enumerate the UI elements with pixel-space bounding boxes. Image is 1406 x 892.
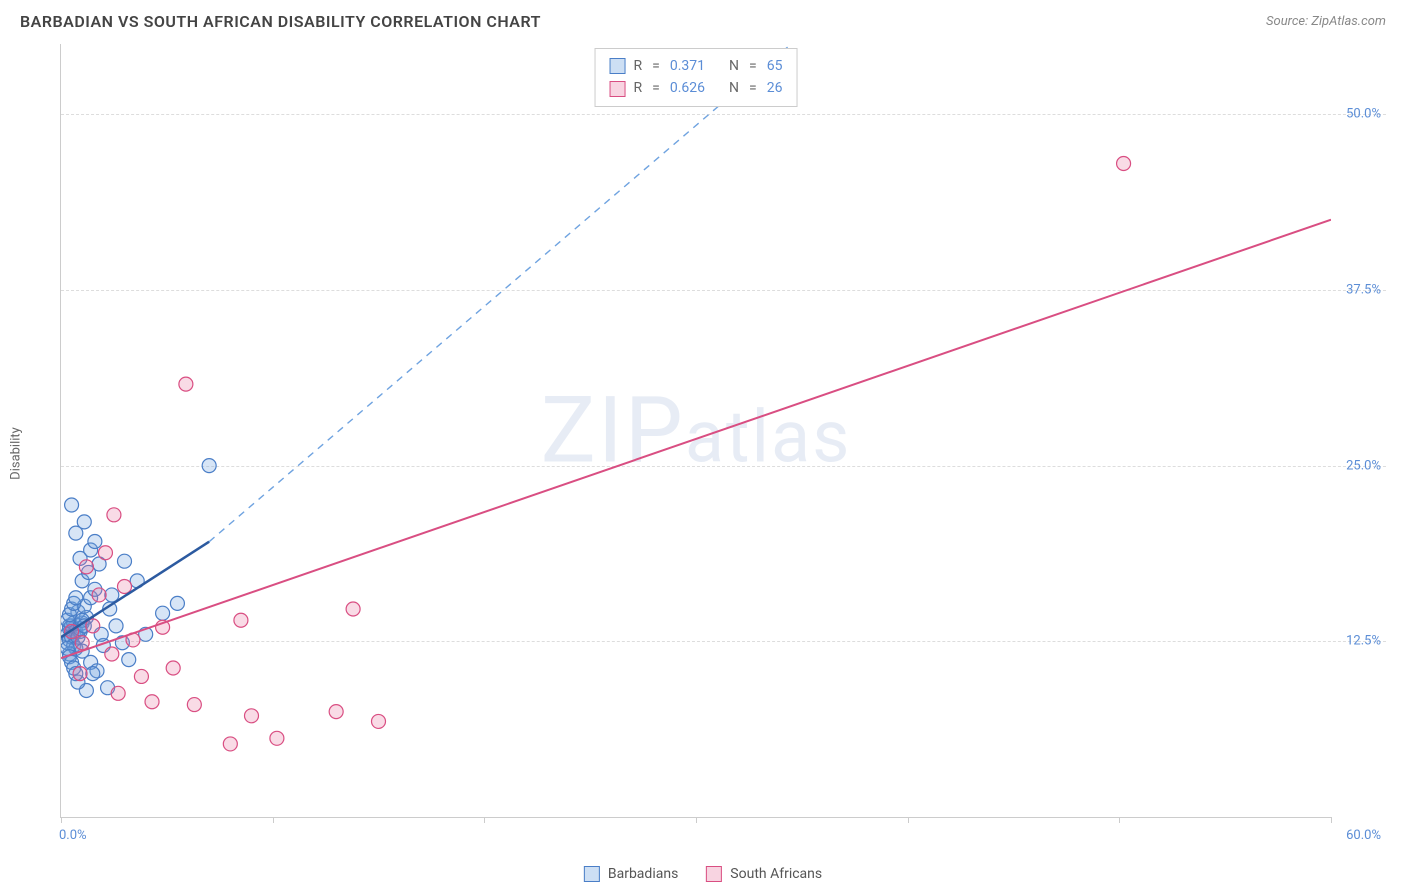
data-point xyxy=(179,377,193,391)
data-point xyxy=(202,459,216,473)
x-tick-label: 60.0% xyxy=(1346,828,1381,843)
data-point xyxy=(156,606,170,620)
x-tick xyxy=(1119,817,1120,823)
data-point xyxy=(122,653,136,667)
chart-container: Disability ZIPatlas R = 0.371 N = 65 R =… xyxy=(20,44,1386,848)
y-axis-label: Disability xyxy=(9,427,24,480)
y-tick-label: 37.5% xyxy=(1346,282,1381,297)
stats-n-label: N xyxy=(729,77,739,99)
data-point xyxy=(118,554,132,568)
stats-r-value: 0.626 xyxy=(670,77,705,99)
data-point xyxy=(245,709,259,723)
data-point xyxy=(86,667,100,681)
data-point xyxy=(134,669,148,683)
data-point xyxy=(223,737,237,751)
legend-item: Barbadians xyxy=(584,866,678,882)
data-point xyxy=(270,731,284,745)
data-point xyxy=(69,591,83,605)
source-credit: Source: ZipAtlas.com xyxy=(1266,14,1386,29)
legend-swatch xyxy=(584,866,600,882)
x-tick xyxy=(1331,817,1332,823)
chart-title: BARBADIAN VS SOUTH AFRICAN DISABILITY CO… xyxy=(20,12,541,31)
stats-r-label: R xyxy=(634,77,643,99)
equals-icon: = xyxy=(652,77,660,99)
y-tick-label: 12.5% xyxy=(1346,634,1381,649)
data-point xyxy=(234,613,248,627)
data-point xyxy=(109,619,123,633)
legend: Barbadians South Africans xyxy=(584,866,822,882)
data-point xyxy=(118,580,132,594)
data-point xyxy=(98,546,112,560)
data-point xyxy=(346,602,360,616)
data-point xyxy=(77,515,91,529)
data-point xyxy=(107,508,121,522)
stats-n-label: N xyxy=(729,55,739,77)
stats-n-value: 26 xyxy=(767,77,783,99)
stats-swatch xyxy=(610,81,626,97)
stats-row: R = 0.626 N = 26 xyxy=(610,77,783,99)
plot-area: ZIPatlas R = 0.371 N = 65 R = 0.626 N = xyxy=(60,44,1331,818)
legend-swatch xyxy=(706,866,722,882)
y-tick-label: 25.0% xyxy=(1346,458,1381,473)
data-point xyxy=(105,647,119,661)
data-point xyxy=(1117,156,1131,170)
x-tick xyxy=(908,817,909,823)
x-tick xyxy=(61,817,62,823)
data-point xyxy=(170,596,184,610)
stats-n-value: 65 xyxy=(767,55,783,77)
chart-header: BARBADIAN VS SOUTH AFRICAN DISABILITY CO… xyxy=(0,0,1406,39)
x-tick xyxy=(273,817,274,823)
data-point xyxy=(88,535,102,549)
data-point xyxy=(92,588,106,602)
x-tick-label: 0.0% xyxy=(59,828,87,843)
stats-row: R = 0.371 N = 65 xyxy=(610,55,783,77)
y-tick-label: 50.0% xyxy=(1346,107,1381,122)
stats-r-value: 0.371 xyxy=(670,55,705,77)
stats-r-label: R xyxy=(634,55,643,77)
data-point xyxy=(145,695,159,709)
legend-item: South Africans xyxy=(706,866,822,882)
legend-label: Barbadians xyxy=(608,866,678,882)
data-point xyxy=(65,498,79,512)
data-point xyxy=(79,560,93,574)
legend-label: South Africans xyxy=(730,866,822,882)
data-point xyxy=(372,714,386,728)
scatter-svg xyxy=(61,44,1331,817)
data-point xyxy=(111,686,125,700)
stats-box: R = 0.371 N = 65 R = 0.626 N = 26 xyxy=(595,48,798,107)
stats-swatch xyxy=(610,58,626,74)
data-point xyxy=(187,698,201,712)
data-point xyxy=(75,636,89,650)
equals-icon: = xyxy=(749,55,757,77)
equals-icon: = xyxy=(652,55,660,77)
data-point xyxy=(73,667,87,681)
x-tick xyxy=(696,817,697,823)
trend-line-dashed xyxy=(209,44,791,542)
data-point xyxy=(166,661,180,675)
x-tick xyxy=(484,817,485,823)
trend-line xyxy=(61,220,1331,659)
equals-icon: = xyxy=(749,77,757,99)
data-point xyxy=(329,705,343,719)
